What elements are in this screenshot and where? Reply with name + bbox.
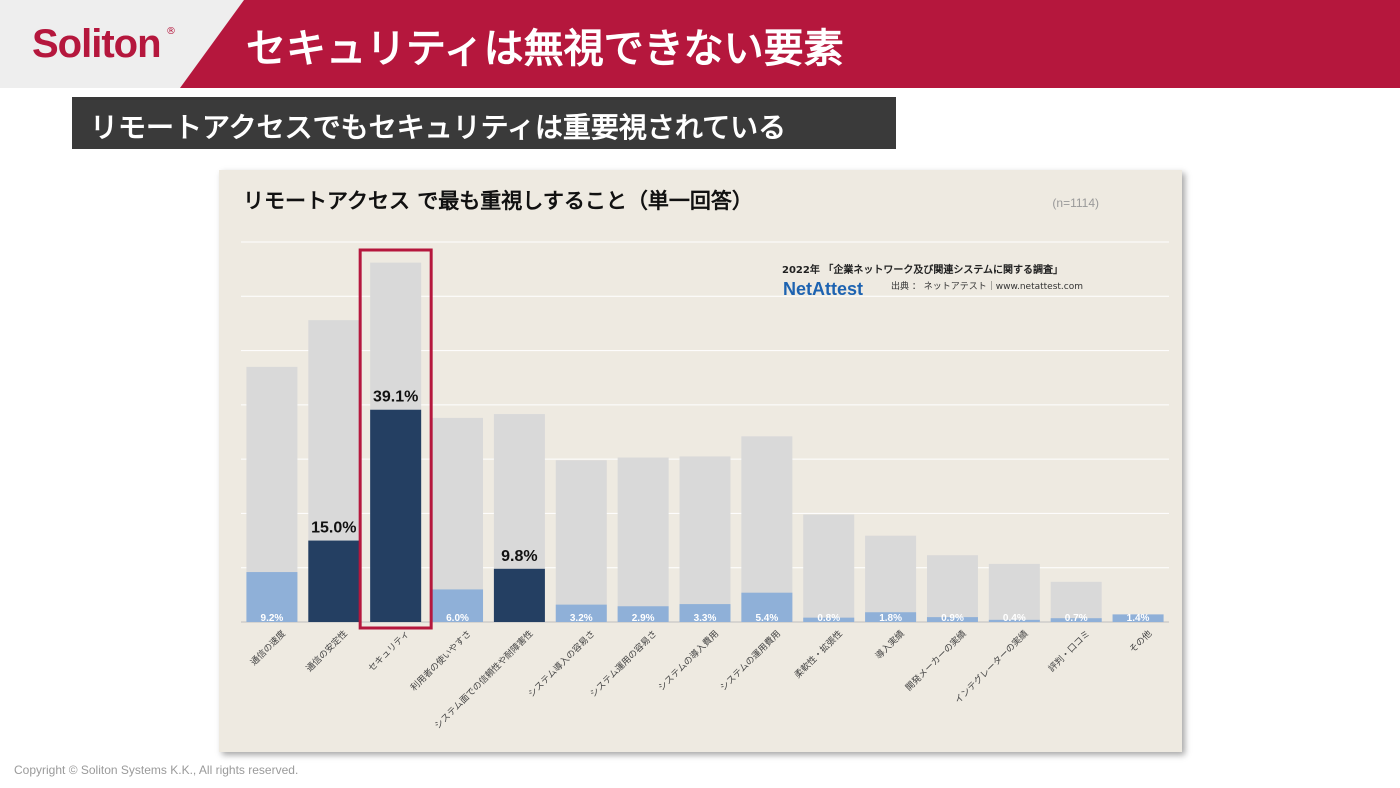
value-labels: 9.2% 15.0% 39.1% 6.0% 9.8% 3.2% 2.9% 3.3% 5.4% 0.… — [261, 389, 1150, 624]
bar — [1050, 618, 1102, 622]
data-label: 0.8% — [817, 613, 840, 624]
data-label: 6.0% — [446, 613, 469, 624]
background-bar — [1050, 581, 1102, 622]
data-label: 1.8% — [879, 613, 902, 624]
chart-panel: リモートアクセス で最も重視しすること（単一回答） (n=1114) 2022年… — [219, 170, 1182, 752]
bar — [679, 604, 731, 622]
data-label: 0.7% — [1065, 613, 1088, 624]
background-bar — [865, 535, 917, 622]
data-label: 1.4% — [1127, 613, 1150, 624]
data-label: 15.0% — [311, 520, 356, 537]
bar — [370, 409, 422, 622]
data-label: 2.9% — [632, 613, 655, 624]
x-tick-label: その他 — [1127, 628, 1155, 656]
background-bar — [555, 460, 607, 622]
source-caption: 2022年 「企業ネットワーク及び関連システムに関する調査」 — [782, 263, 1063, 276]
background-bar — [926, 555, 978, 622]
bar — [988, 619, 1040, 622]
x-tick-label: 開発メーカーの実績 — [903, 628, 969, 694]
subtitle: リモートアクセスでもセキュリティは重要視されている — [90, 111, 787, 144]
bar — [926, 617, 978, 622]
x-tick-label: 評判・口コミ — [1046, 628, 1093, 675]
value-bars — [246, 409, 1164, 622]
background-bar — [988, 563, 1040, 622]
data-label: 39.1% — [373, 389, 418, 406]
chart-title: リモートアクセス で最も重視しすること（単一回答） — [243, 189, 753, 213]
x-tick-label: セキュリティ — [366, 628, 412, 674]
background-bar — [432, 417, 484, 622]
bar-chart: リモートアクセス で最も重視しすること（単一回答） (n=1114) 2022年… — [241, 189, 1169, 732]
data-label: 3.2% — [570, 613, 593, 624]
bar — [1112, 614, 1164, 622]
x-tick-label: 導入実績 — [873, 628, 907, 662]
bar — [617, 606, 669, 622]
registered-mark: ® — [166, 26, 176, 37]
data-label: 0.4% — [1003, 613, 1026, 624]
bar — [803, 617, 855, 622]
page-title: セキュリティは無視できない要素 — [246, 26, 844, 72]
bar — [555, 604, 607, 622]
x-tick-label: 柔軟性・拡張性 — [792, 628, 845, 681]
data-label: 9.2% — [261, 613, 284, 624]
bar — [741, 592, 793, 622]
background-bar — [617, 457, 669, 622]
x-tick-label: システムの導入費用 — [656, 628, 722, 694]
title-band — [180, 0, 1400, 88]
x-tick-label: システム面での信頼性や耐障害性 — [432, 628, 536, 732]
bar — [865, 612, 917, 622]
x-tick-label: 通信の安定性 — [303, 628, 350, 675]
bar — [432, 589, 484, 622]
background-bar — [741, 436, 793, 622]
netattest-logo: NetAttest — [783, 279, 863, 299]
data-label: 9.8% — [501, 548, 537, 565]
x-tick-label: 通信の速度 — [248, 628, 288, 668]
bar — [493, 568, 545, 622]
background-bar — [679, 456, 731, 622]
sample-size: (n=1114) — [1052, 196, 1099, 210]
bar — [246, 572, 298, 622]
header: Soliton ® セキュリティは無視できない要素 — [0, 0, 1400, 88]
x-tick-label: システム運用の容易さ — [587, 628, 659, 700]
copyright: Copyright © Soliton Systems K.K., All ri… — [14, 763, 299, 777]
data-label: 0.9% — [941, 613, 964, 624]
subtitle-box: リモートアクセスでもセキュリティは重要視されている — [72, 97, 896, 149]
data-label: 3.3% — [694, 613, 717, 624]
source-attribution: 出典 ： ネットアテスト｜www.netattest.com — [891, 280, 1083, 292]
soliton-logo: Soliton — [32, 22, 162, 66]
highlight-box — [358, 248, 433, 630]
data-label: 5.4% — [755, 613, 778, 624]
x-tick-label: システムの運用費用 — [717, 628, 783, 694]
bar — [308, 540, 360, 622]
background-bar — [803, 514, 855, 622]
x-tick-labels: 通信の速度 通信の安定性 セキュリティ利用者の使いやすさシステム面での信頼性や耐障害… — [248, 628, 1154, 732]
x-tick-label: システム導入の容易さ — [525, 628, 597, 700]
x-tick-label: 利用者の使いやすさ — [408, 628, 474, 694]
highlight-box-rect — [358, 248, 433, 630]
